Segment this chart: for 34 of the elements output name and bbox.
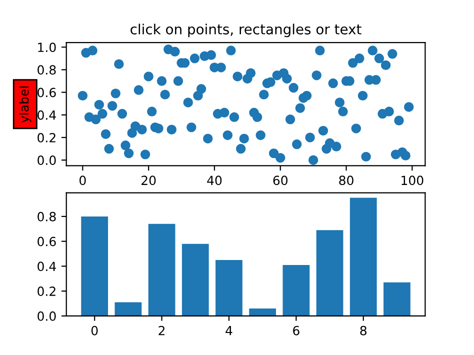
- x-tick-label: 0: [91, 326, 98, 336]
- y-tick-label: 0.2: [38, 286, 56, 296]
- x-tick-label: 2: [158, 326, 164, 336]
- y-tick-label: 0.0: [38, 156, 56, 166]
- bar: [148, 224, 176, 316]
- y-tick-label: 0.6: [38, 88, 56, 98]
- x-tick-label: 80: [339, 176, 354, 186]
- x-tick-label: 60: [273, 176, 288, 186]
- x-tick-label: 100: [402, 176, 424, 186]
- y-tick-label: 0.0: [38, 311, 56, 321]
- x-tick-label: 20: [142, 176, 156, 186]
- y-tick-label: 0.2: [38, 132, 56, 142]
- bar: [81, 216, 108, 316]
- bar: [384, 282, 410, 316]
- x-tick-label: 4: [226, 326, 232, 336]
- bar: [216, 260, 242, 316]
- chart-title: click on points, rectangles or text: [130, 24, 362, 38]
- bar: [249, 308, 276, 316]
- y-tick-label: 0.4: [38, 110, 56, 120]
- y-axis-title: ylabel: [19, 86, 32, 123]
- y-tick-label: 0.8: [38, 212, 56, 222]
- x-tick-label: 8: [360, 326, 366, 336]
- x-tick-label: 0: [80, 176, 86, 186]
- y-tick-label: 0.4: [38, 262, 56, 272]
- x-tick-label: 6: [293, 326, 300, 336]
- x-tick-label: 40: [207, 176, 222, 186]
- bar: [182, 244, 209, 316]
- bar: [282, 264, 310, 316]
- bar: [316, 230, 344, 316]
- bar: [114, 302, 142, 316]
- y-tick-label: 1.0: [38, 42, 56, 52]
- bar: [350, 198, 377, 316]
- y-tick-label: 0.6: [38, 236, 56, 246]
- y-tick-label: 0.8: [38, 65, 56, 75]
